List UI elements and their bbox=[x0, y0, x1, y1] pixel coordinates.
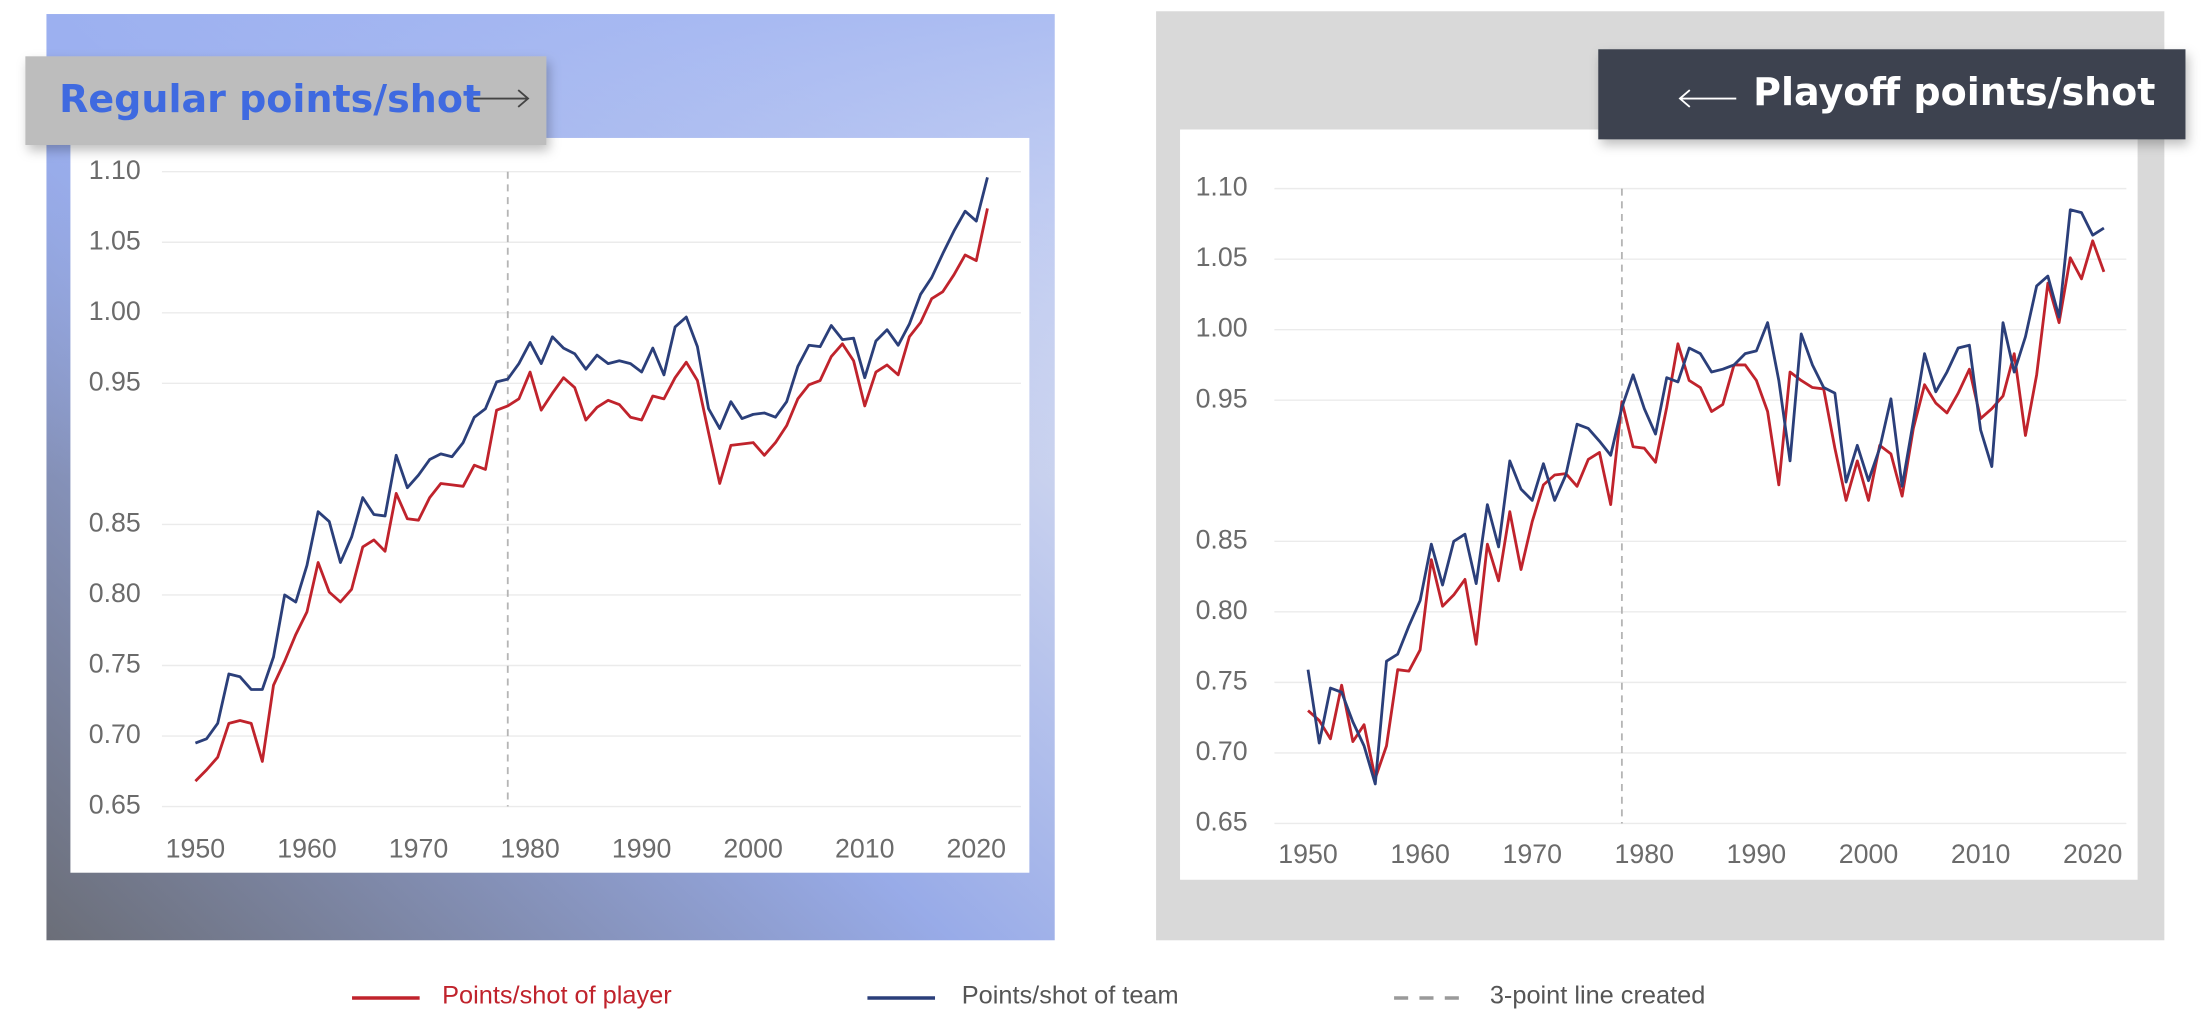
x-tick-label: 1990 bbox=[612, 833, 671, 863]
x-tick-label: 1970 bbox=[1502, 839, 1561, 869]
y-tick-label: 1.10 bbox=[1196, 172, 1248, 202]
arrow bbox=[473, 89, 530, 108]
legend-label: Points/shot of team bbox=[962, 981, 1179, 1009]
y-tick-label: 1.10 bbox=[89, 155, 141, 185]
x-tick-label: 1950 bbox=[166, 833, 225, 863]
y-tick-label: 0.85 bbox=[1196, 524, 1248, 554]
y-tick-label: 0.75 bbox=[1196, 665, 1248, 695]
series-line bbox=[1306, 208, 2105, 786]
x-tick-label: 1990 bbox=[1727, 839, 1786, 869]
plot-area bbox=[70, 137, 1030, 873]
series-line bbox=[1307, 239, 2106, 780]
y-tick-label: 1.05 bbox=[1196, 242, 1248, 272]
y-tick-label: 1.00 bbox=[1196, 313, 1248, 343]
x-tick-label: 1960 bbox=[277, 833, 336, 863]
x-tick-label: 1980 bbox=[1615, 839, 1674, 869]
y-tick-label: 0.95 bbox=[89, 366, 141, 396]
y-tick-label: 0.80 bbox=[89, 578, 141, 608]
y-tick-label: 0.85 bbox=[89, 507, 141, 537]
y-tick-label: 0.65 bbox=[1196, 807, 1248, 837]
chart-title: Playoff points/shot bbox=[1753, 70, 2155, 114]
y-tick-label: 0.95 bbox=[1196, 383, 1248, 413]
y-tick-label: 0.65 bbox=[89, 790, 141, 820]
plot-area bbox=[1180, 129, 2138, 880]
y-tick-label: 1.00 bbox=[89, 296, 141, 326]
x-tick-label: 1970 bbox=[389, 833, 448, 863]
legend: Points/shot of player Points/shot of team… bbox=[352, 981, 1705, 1009]
y-tick-label: 0.70 bbox=[1196, 736, 1248, 766]
legend-label: Points/shot of player bbox=[442, 981, 672, 1009]
x-tick-label: 1950 bbox=[1278, 839, 1337, 869]
title-box bbox=[1598, 49, 2186, 140]
x-tick-label: 2000 bbox=[1839, 839, 1898, 869]
title-box bbox=[25, 56, 547, 145]
x-tick-label: 2000 bbox=[723, 833, 782, 863]
y-tick-label: 1.05 bbox=[89, 225, 141, 255]
arrow bbox=[1678, 89, 1737, 108]
chart-title: Regular points/shot bbox=[59, 77, 481, 121]
plots: 0.65 0.70 0.75 0.80 0.85 0.95 1.00 1.05 1.10 1950… bbox=[89, 155, 2127, 869]
x-tick-label: 1980 bbox=[500, 833, 559, 863]
y-tick-label: 0.70 bbox=[89, 719, 141, 749]
series-line bbox=[194, 208, 989, 783]
legend-label: 3-point line created bbox=[1490, 981, 1705, 1009]
y-tick-label: 0.80 bbox=[1196, 595, 1248, 625]
x-tick-label: 2020 bbox=[947, 833, 1006, 863]
y-tick-label: 0.75 bbox=[89, 649, 141, 679]
x-tick-label: 1960 bbox=[1390, 839, 1449, 869]
x-tick-label: 2010 bbox=[1951, 839, 2010, 869]
series-line bbox=[194, 177, 989, 745]
x-tick-label: 2020 bbox=[2063, 839, 2122, 869]
x-tick-label: 2010 bbox=[835, 833, 894, 863]
